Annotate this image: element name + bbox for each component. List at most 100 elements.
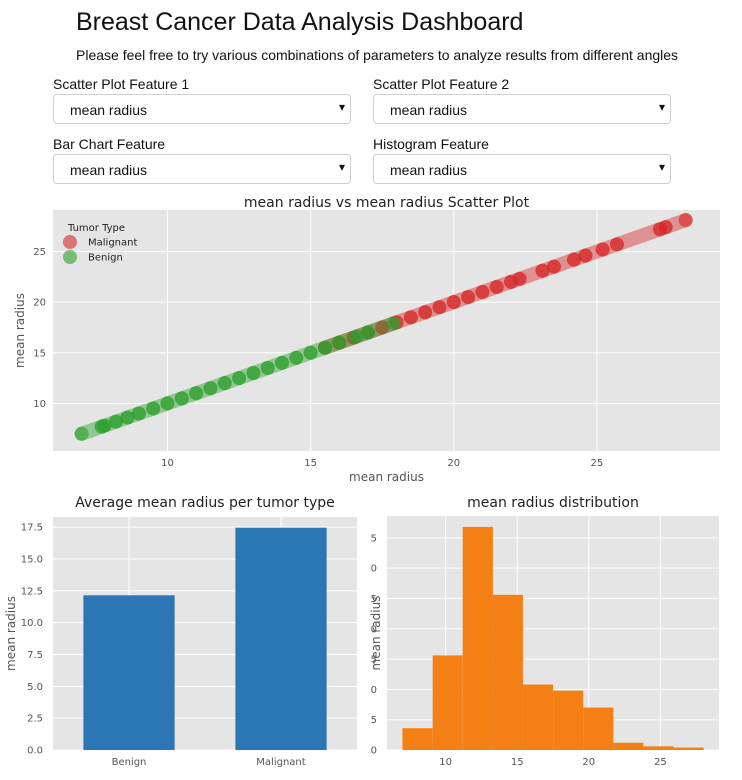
x-tick-label: 15 [304, 458, 317, 469]
legend-label: Malignant [88, 238, 137, 249]
y-tick-label: 15.0 [21, 555, 43, 566]
scatter-point-cluster [652, 220, 673, 237]
scatter-feature-2-select[interactable]: mean radius ▾ [373, 94, 671, 124]
scatter-point [567, 252, 582, 267]
bar-feature-select[interactable]: mean radius ▾ [53, 154, 351, 184]
scatter-point [160, 396, 175, 411]
scatter-point [275, 355, 290, 370]
y-tick-label: 12.5 [21, 586, 43, 597]
histogram-chart: 10 15 20 25 0 25 50 75 100 125 150 175 mean radius d… [370, 495, 719, 768]
scatter-point [97, 418, 112, 433]
histogram-bar [613, 742, 644, 750]
scatter-point-cluster [189, 381, 218, 401]
y-tick-label: 100 [370, 624, 377, 635]
bar-feature-value: mean radius [70, 162, 148, 178]
x-tick-label: 25 [654, 757, 667, 768]
histogram-bar [522, 684, 554, 750]
caret-down-icon: ▾ [658, 100, 665, 114]
histogram-bar [462, 526, 493, 750]
scatter-point-cluster [94, 418, 112, 434]
scatter-point [332, 335, 347, 350]
histogram-bar [492, 594, 523, 750]
x-tick-label: 25 [591, 458, 604, 469]
histogram-feature-value: mean radius [390, 162, 468, 178]
scatter-point-cluster [658, 213, 693, 235]
page-title: Breast Cancer Data Analysis Dashboard [76, 8, 524, 36]
scatter-point-cluster [546, 252, 582, 274]
scatter-point [475, 285, 490, 300]
histogram-title: mean radius distribution [467, 495, 639, 511]
scatter-point [609, 237, 624, 252]
scatter-point [678, 213, 693, 228]
scatter-point-cluster [217, 371, 247, 391]
x-tick-label: 20 [447, 458, 460, 469]
histogram-bar [402, 728, 433, 750]
scatter-x-axis-label: mean radius [349, 470, 424, 484]
scatter-point-cluster [578, 242, 610, 263]
scatter-point [386, 316, 401, 331]
y-tick-label: 17.5 [21, 523, 43, 534]
scatter-feature-1-label: Scatter Plot Feature 1 [53, 76, 190, 92]
legend-title: Tumor Type [67, 223, 125, 234]
scatter-point [246, 366, 261, 381]
scatter-point [260, 360, 275, 375]
x-tick-label: 10 [161, 458, 174, 469]
scatter-point-cluster [97, 414, 123, 433]
scatter-point-cluster [108, 410, 135, 429]
scatter-point [489, 279, 504, 294]
scatter-feature-2-value: mean radius [390, 102, 468, 118]
scatter-point-cluster [349, 325, 375, 344]
histogram-feature-select[interactable]: mean radius ▾ [373, 154, 671, 184]
scatter-point-cluster [260, 355, 290, 375]
scatter-point-cluster [512, 263, 550, 286]
x-tick-label: 15 [511, 757, 524, 768]
legend-marker [63, 235, 77, 249]
scatter-point-cluster [489, 274, 519, 294]
scatter-point [546, 259, 561, 274]
y-tick-label: 25 [33, 247, 46, 258]
scatter-point-cluster [403, 305, 433, 325]
scatter-point-cluster [120, 406, 146, 425]
bar-title: Average mean radius per tumor type [75, 495, 335, 511]
caret-down-icon: ▾ [338, 100, 345, 114]
scatter-point-cluster [360, 316, 401, 340]
y-tick-label: 20 [33, 298, 46, 309]
bar-y-axis-label: mean radius [4, 596, 18, 671]
scatter-point-cluster [446, 290, 476, 310]
scatter-point-cluster [535, 259, 561, 278]
y-tick-label: 0.0 [27, 746, 43, 757]
y-tick-label: 175 [370, 533, 377, 544]
scatter-point [108, 414, 123, 429]
histogram-y-axis-label: mean radius [370, 596, 383, 671]
scatter-point [303, 345, 318, 360]
scatter-point [432, 300, 447, 315]
scatter-point [360, 325, 375, 340]
scatter-point [375, 320, 390, 335]
scatter-point [349, 329, 364, 344]
scatter-point [595, 242, 610, 257]
scatter-point-cluster [432, 295, 461, 315]
scatter-feature-1-select[interactable]: mean radius ▾ [53, 94, 351, 124]
histogram-bar [583, 707, 614, 750]
y-tick-label: 10 [33, 399, 46, 410]
y-tick-label: 125 [370, 594, 377, 605]
scatter-point-cluster [246, 360, 275, 381]
x-tick-label: 20 [582, 757, 595, 768]
y-tick-label: 75 [370, 655, 377, 666]
scatter-point [146, 401, 161, 416]
y-tick-label: 2.5 [27, 714, 43, 725]
scatter-point [217, 376, 232, 391]
scatter-point-cluster [418, 300, 447, 320]
scatter-point-cluster [275, 350, 304, 370]
caret-down-icon: ▾ [338, 160, 345, 174]
scatter-point [578, 248, 593, 263]
bar-chart: 0.0 2.5 5.0 7.5 10.0 12.5 15.0 17.5 Benign Malign… [4, 495, 357, 768]
scatter-point [74, 426, 89, 441]
scatter-point [418, 305, 433, 320]
bar [83, 595, 175, 750]
caret-down-icon: ▾ [658, 160, 665, 174]
scatter-point-cluster [131, 401, 161, 421]
histogram-feature-label: Histogram Feature [373, 136, 489, 152]
histogram-bar [643, 746, 674, 750]
scatter-point-cluster [74, 419, 109, 441]
